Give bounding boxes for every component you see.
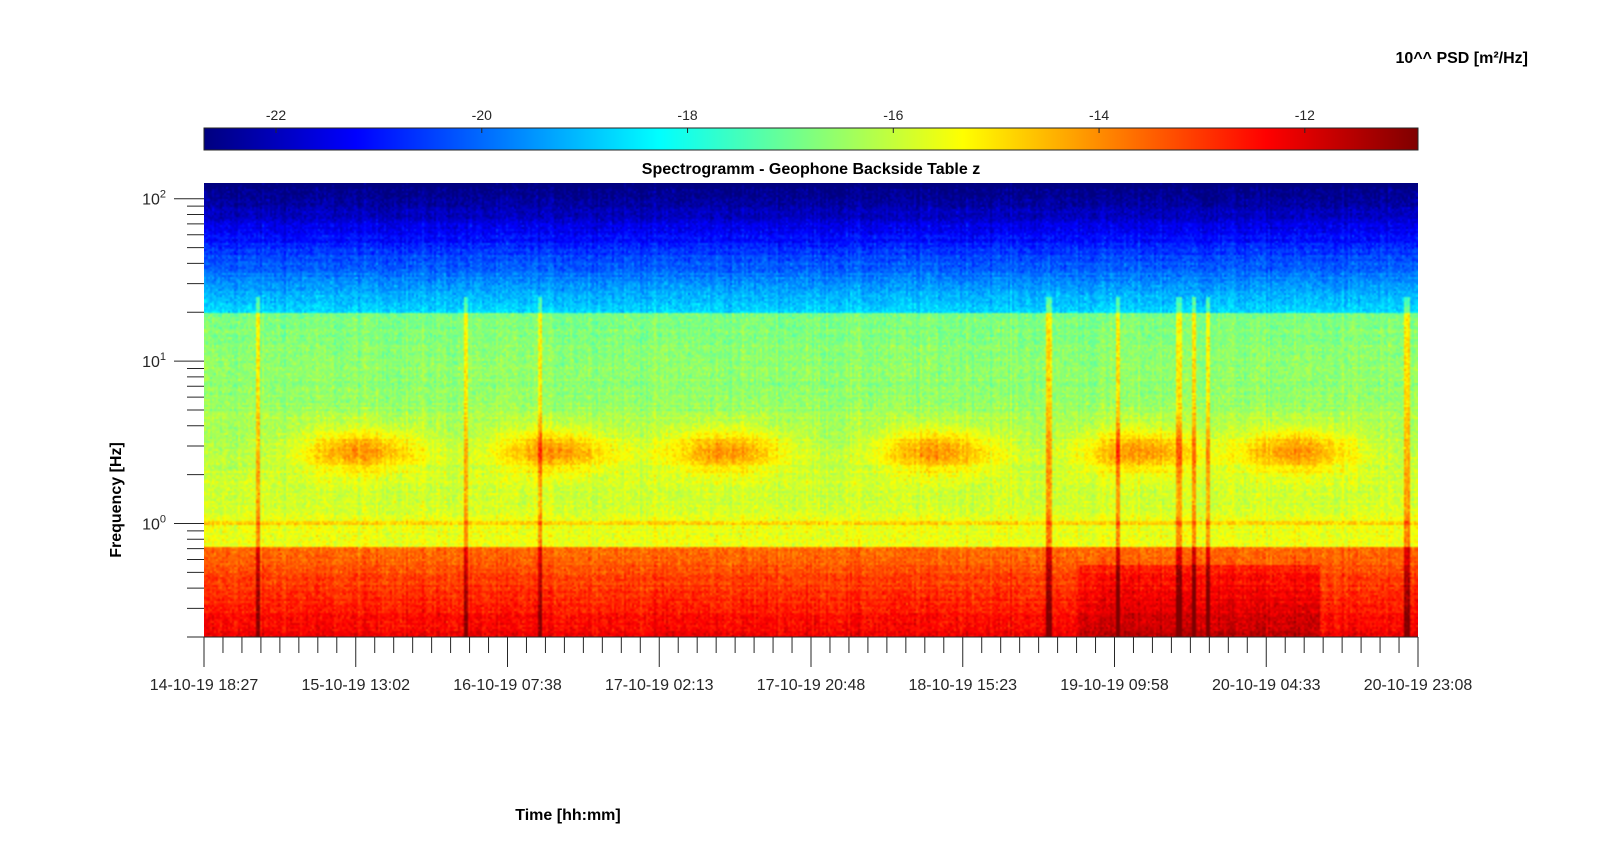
x-tick-label: 20-10-19 04:33	[1212, 677, 1321, 694]
colorbar	[203, 127, 1419, 151]
x-tick-label: 16-10-19 07:38	[453, 677, 562, 694]
x-tick-label: 17-10-19 20:48	[757, 677, 866, 694]
x-tick-label: 20-10-19 23:08	[1364, 677, 1473, 694]
x-tick-label: 14-10-19 18:27	[150, 677, 259, 694]
colorbar-tick-label: -12	[1295, 107, 1315, 123]
x-tick-label: 18-10-19 15:23	[908, 677, 1017, 694]
chart-title: Spectrogramm - Geophone Backside Table z	[642, 161, 980, 178]
spectrogram-image	[204, 183, 1418, 637]
y-tick-label: 102	[142, 189, 166, 209]
x-axis-label: Time [hh:mm]	[515, 807, 620, 824]
x-tick-label: 15-10-19 13:02	[301, 677, 410, 694]
y-tick-label: 100	[142, 514, 166, 534]
colorbar-tick-label: -16	[883, 107, 903, 123]
x-tick-label: 19-10-19 09:58	[1060, 677, 1169, 694]
colorbar-tick-label: -14	[1089, 107, 1109, 123]
colorbar-label: 10^^ PSD [m²/Hz]	[1396, 50, 1528, 67]
colorbar-tick-label: -18	[677, 107, 697, 123]
x-axis: 14-10-19 18:27 15-10-19 13:02 16-10-19 07:…	[150, 636, 1473, 694]
y-axis: 100 101 102	[142, 189, 204, 638]
colorbar-tick-label: -22	[266, 107, 286, 123]
x-tick-label: 17-10-19 02:13	[605, 677, 714, 694]
y-tick-label: 101	[142, 351, 166, 371]
spectrogram-heatmap	[204, 183, 1418, 637]
colorbar-ticks: -22 -20 -18 -16 -14 -12	[266, 107, 1315, 133]
y-axis-label: Frequency [Hz]	[108, 442, 125, 558]
colorbar-tick-label: -20	[472, 107, 492, 123]
